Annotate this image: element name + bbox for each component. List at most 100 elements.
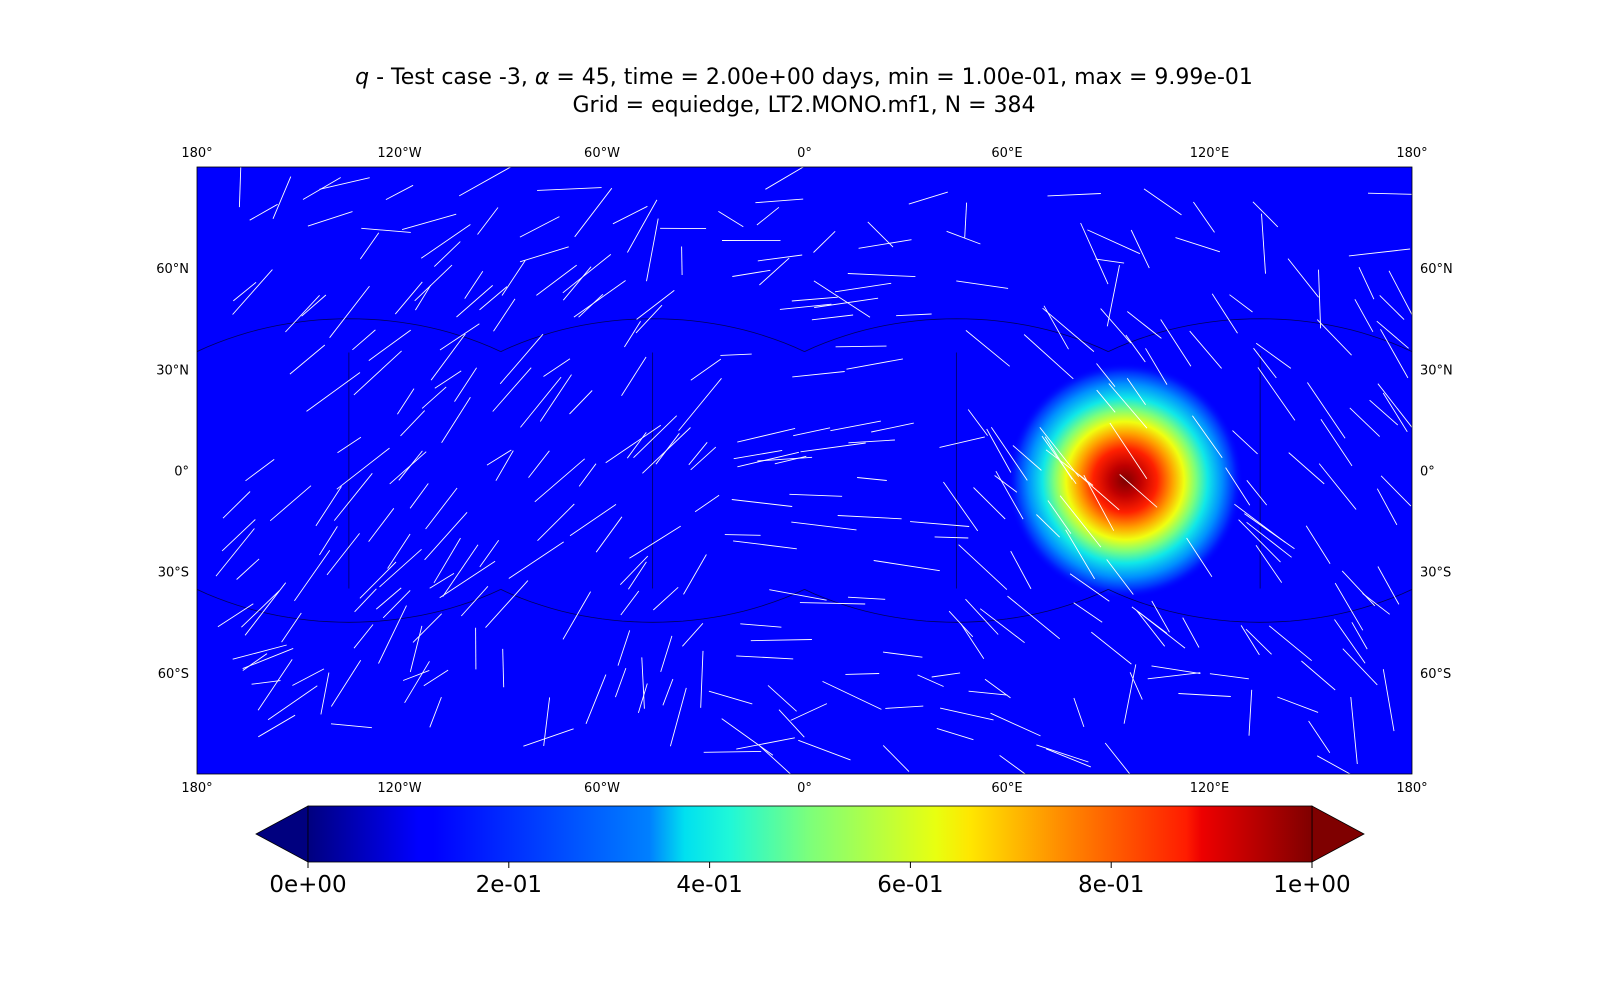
wind-arrow: [1351, 622, 1368, 650]
wind-arrow: [813, 230, 836, 253]
wind-arrow: [769, 589, 827, 601]
wind-arrow: [1096, 363, 1116, 387]
wind-arrow: [1244, 513, 1295, 550]
wind-arrow: [1261, 213, 1266, 274]
wind-arrow: [1151, 600, 1170, 633]
wind-arrow: [595, 516, 623, 553]
title-variable: q: [355, 65, 369, 90]
wind-arrow: [1041, 435, 1077, 485]
y-tick-labels-left: 60°N 30°N 0° 30°S 60°S: [156, 262, 189, 682]
x-tick-label-top: 180°: [1396, 146, 1427, 161]
wind-arrow: [368, 329, 411, 361]
wind-arrow: [238, 167, 242, 208]
wind-vector-overlay: [215, 167, 1412, 774]
wind-arrow: [737, 451, 800, 468]
wind-arrow: [412, 613, 443, 643]
wind-arrow: [401, 213, 457, 231]
wind-arrow: [1104, 742, 1131, 774]
wind-arrow: [736, 655, 794, 660]
wind-arrow: [454, 367, 477, 402]
wind-arrow: [520, 376, 562, 428]
wind-arrow: [1182, 617, 1200, 648]
wind-arrow: [1238, 519, 1281, 563]
title-details: = 45, time = 2.00e+00 days, min = 1.00e-…: [549, 65, 1253, 90]
wind-arrow: [493, 298, 516, 332]
wind-arrow: [612, 205, 648, 225]
wind-arrow: [1095, 258, 1125, 264]
x-tick-label-bottom: 60°E: [991, 781, 1022, 796]
wind-arrow: [834, 282, 892, 293]
wind-arrow: [464, 271, 484, 299]
wind-arrow: [605, 424, 662, 464]
wind-arrow: [368, 508, 395, 542]
wind-arrow: [986, 428, 1012, 473]
wind-arrow: [678, 378, 722, 431]
wind-arrow: [423, 669, 449, 687]
wind-arrow: [620, 590, 640, 616]
wind-arrow: [1127, 311, 1162, 339]
wind-arrow: [477, 207, 499, 235]
wind-arrow: [537, 187, 602, 191]
wind-arrow: [759, 257, 790, 286]
wind-arrow: [1354, 299, 1374, 333]
wind-arrow: [1073, 602, 1103, 623]
x-tick-label-top: 60°E: [991, 146, 1022, 161]
wind-arrow: [569, 390, 593, 415]
x-tick-labels-top: 180° 120°W 60°W 0° 60°E 120°E 180°: [181, 146, 1427, 161]
wind-arrow: [272, 176, 292, 219]
y-tick-label-left: 0°: [174, 465, 189, 480]
wind-arrow: [813, 280, 871, 318]
wind-arrow: [767, 685, 797, 712]
wind-arrow: [307, 211, 353, 227]
wind-arrow: [778, 709, 805, 738]
wind-arrow: [964, 202, 968, 238]
wind-arrow: [1308, 720, 1331, 754]
wind-arrow: [336, 447, 390, 490]
wind-arrow: [1125, 334, 1146, 363]
wind-arrow: [382, 590, 411, 619]
wind-arrow: [439, 560, 496, 599]
panel-edge-south: [804, 589, 1109, 623]
wind-arrow: [519, 246, 569, 263]
wind-arrow: [994, 475, 1018, 493]
wind-arrow: [1193, 201, 1215, 233]
wind-arrow: [394, 281, 423, 315]
wind-arrow: [353, 624, 374, 649]
wind-arrow: [1059, 495, 1102, 548]
wind-arrow: [999, 755, 1026, 774]
wind-arrow: [232, 644, 287, 660]
panel-edge-south: [1108, 589, 1412, 623]
wind-arrow: [236, 558, 260, 580]
colorbar-ticks: 0e+00 2e-01 4e-01 6e-01 8e-01 1e+00: [269, 862, 1351, 898]
wind-arrow: [627, 199, 658, 253]
wind-arrow: [1131, 606, 1168, 634]
colorbar-extend-max: [1311, 805, 1365, 863]
wind-arrow: [690, 446, 717, 471]
wind-arrow: [585, 674, 607, 724]
y-tick-label-right: 0°: [1420, 465, 1435, 480]
wind-arrow: [492, 367, 532, 412]
wind-arrow: [320, 672, 330, 715]
wind-arrow: [871, 422, 914, 433]
colorbar-tick-label: 6e-01: [877, 872, 943, 898]
wind-arrow: [1316, 319, 1352, 356]
wind-arrow: [958, 544, 1008, 590]
panel-edge-south: [197, 589, 501, 623]
wind-arrow: [847, 596, 886, 600]
wind-arrow: [289, 344, 326, 375]
y-tick-label-left: 60°N: [156, 262, 189, 277]
wind-arrow: [621, 356, 647, 396]
wind-arrow: [433, 537, 461, 584]
wind-arrow: [1083, 474, 1115, 531]
wind-arrow: [635, 304, 663, 334]
wind-arrow: [1143, 188, 1182, 216]
wind-arrow: [956, 280, 1009, 289]
wind-arrow: [720, 353, 752, 356]
wind-arrow: [732, 269, 771, 277]
panel-edge-north: [1108, 318, 1412, 352]
x-tick-label-bottom: 120°E: [1190, 781, 1230, 796]
wind-arrow: [1377, 383, 1412, 429]
wind-arrow: [352, 329, 376, 351]
wind-arrow: [1042, 307, 1095, 352]
wind-arrow: [946, 230, 981, 245]
